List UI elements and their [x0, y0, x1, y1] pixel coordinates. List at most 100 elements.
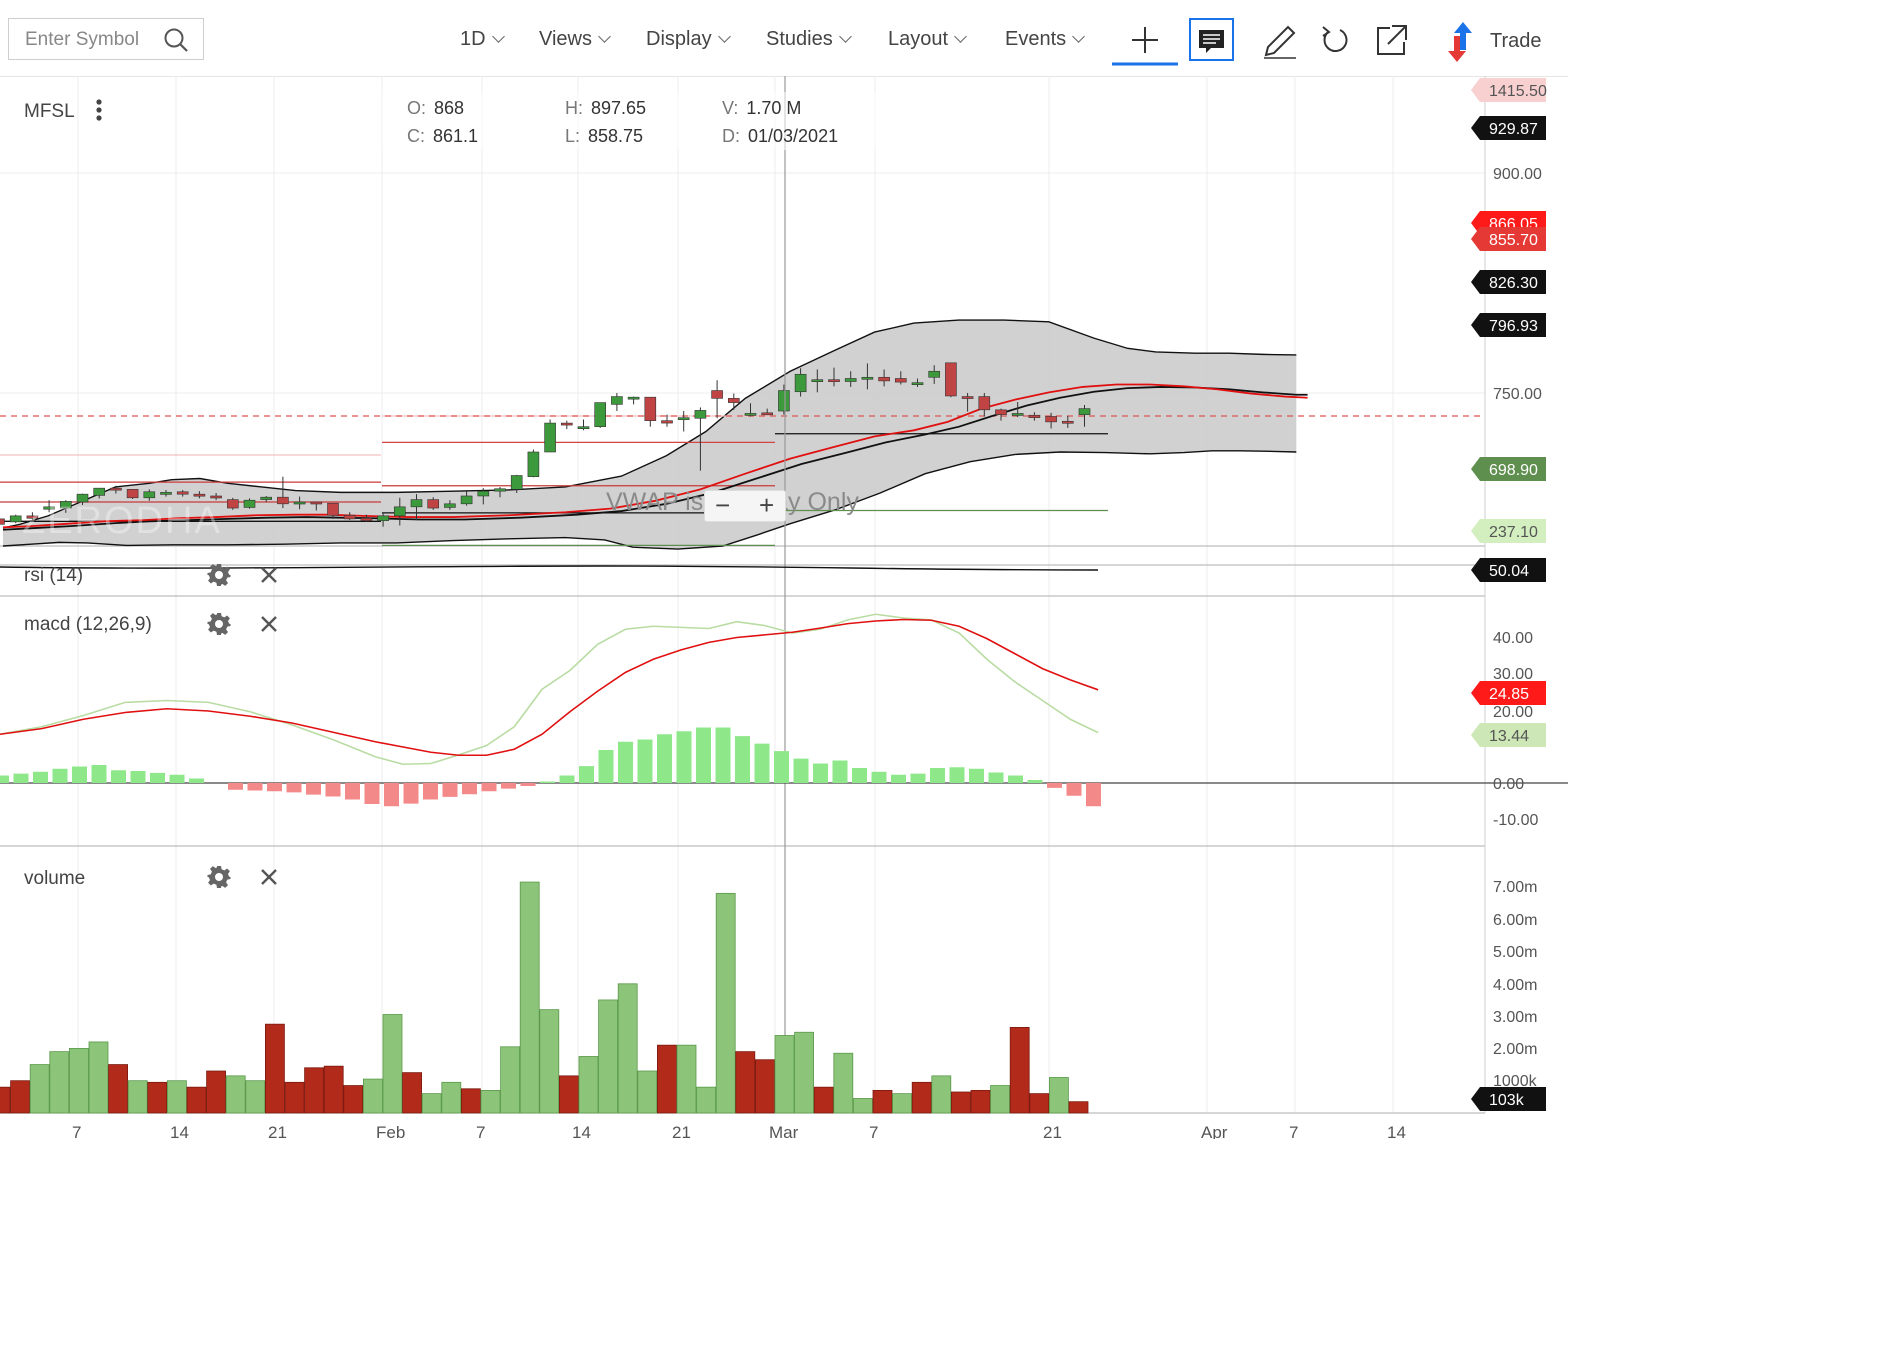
macd-close-icon[interactable]: [259, 614, 279, 634]
volume-value: 1.70 M: [746, 98, 802, 118]
volume-bar: [755, 1059, 775, 1114]
price-pill-text: 237.10: [1489, 524, 1538, 541]
price-tick-label: 750.00: [1493, 386, 1542, 403]
price-pill-shape: [1471, 1087, 1546, 1111]
chart-canvas[interactable]: 900.00 750.00 40.00 30.00 20.00 0.00 -10.00 7.0…: [0, 76, 1568, 1139]
candle-body: [928, 370, 941, 378]
draw-button[interactable]: [1258, 18, 1302, 62]
price-pill-shape: [1471, 116, 1546, 140]
search-icon[interactable]: [163, 27, 189, 53]
price-pill-text: 1415.50: [1489, 83, 1547, 100]
volume-bar: [774, 1035, 795, 1114]
macd-bar: [891, 774, 906, 783]
candle-body: [193, 493, 206, 497]
candle-body: [410, 499, 423, 508]
candle-body: [961, 396, 974, 399]
macd-bar: [852, 768, 867, 783]
x-tick-label: 7: [1289, 1123, 1298, 1139]
volume-bar: [147, 1081, 168, 1114]
candle-body: [560, 422, 573, 426]
price-pill-text: 796.93: [1489, 318, 1538, 335]
volume-bar: [402, 1072, 423, 1114]
price-pill-text: 13.44: [1489, 728, 1529, 745]
macd-bar: [949, 767, 965, 783]
search-input[interactable]: [23, 28, 167, 52]
views-menu[interactable]: Views: [539, 28, 611, 51]
volume-bar: [1049, 1077, 1069, 1114]
crosshair-button[interactable]: [1112, 18, 1178, 66]
macd-histogram: [0, 727, 1101, 807]
interval-menu[interactable]: 1D: [460, 28, 505, 51]
volume-settings-gear-icon[interactable]: [207, 865, 231, 889]
sma-red-line: [2, 383, 1308, 529]
macd-bar: [247, 783, 263, 791]
candle-body: [26, 515, 39, 519]
macd-bar: [130, 771, 146, 783]
volume-close-icon[interactable]: [259, 867, 279, 887]
macd-bar: [832, 760, 848, 783]
symbol-label[interactable]: MFSL: [24, 101, 75, 122]
rsi-close-icon[interactable]: [259, 565, 279, 585]
x-tick-label: 14: [1387, 1123, 1406, 1139]
volume-tick-label: 2.00m: [1493, 1041, 1537, 1058]
low-key: L:: [565, 126, 581, 146]
price-pill-shape: [1471, 78, 1546, 102]
zoom-in-button[interactable]: +: [759, 490, 775, 520]
rsi-study-label: rsi (14): [24, 565, 84, 586]
volume-bar: [304, 1067, 325, 1114]
symbol-search[interactable]: [8, 18, 204, 60]
macd-bar: [384, 783, 399, 807]
volume-bar: [1068, 1101, 1089, 1114]
volume-bar: [88, 1041, 109, 1114]
layout-menu[interactable]: Layout: [888, 28, 967, 51]
volume-bar: [892, 1093, 912, 1114]
volume-bar: [813, 1086, 834, 1114]
signal-line: [0, 618, 1099, 757]
display-menu[interactable]: Display: [646, 28, 731, 51]
price-pill-text: 929.87: [1489, 121, 1538, 138]
macd-bar: [189, 778, 204, 783]
events-menu[interactable]: Events: [1005, 28, 1086, 51]
price-label-929.87: 929.87: [1471, 116, 1546, 140]
studies-menu[interactable]: Studies: [766, 28, 852, 51]
volume-bar: [794, 1031, 814, 1114]
volume-bar: [441, 1081, 462, 1114]
candles: [0, 362, 1091, 527]
macd-bar: [501, 783, 516, 789]
volume-bar: [519, 881, 540, 1114]
candle-body: [76, 493, 89, 503]
candle-body: [527, 451, 540, 478]
candle-body: [828, 379, 840, 382]
volume-bar: [853, 1098, 873, 1114]
volume-tick-label: 6.00m: [1493, 912, 1537, 929]
x-tick-label: 21: [1043, 1123, 1062, 1139]
undo-button[interactable]: [1314, 18, 1358, 62]
popout-button[interactable]: [1370, 18, 1414, 62]
macd-bar: [111, 770, 126, 783]
refresh-icon: [1322, 26, 1348, 53]
more-options-icon[interactable]: [94, 98, 104, 122]
pencil-icon: [1264, 25, 1296, 59]
comment-button[interactable]: [1189, 18, 1234, 62]
candle-body: [945, 362, 957, 397]
high-value: 897.65: [591, 98, 647, 118]
macd-settings-gear-icon[interactable]: [207, 612, 231, 636]
candle-body: [878, 376, 890, 382]
chevron-down-icon: [491, 30, 505, 43]
candle-body: [393, 506, 406, 517]
candle-body: [778, 390, 790, 412]
volume-bar: [617, 983, 638, 1114]
candle-body: [360, 517, 373, 521]
open-value: 868: [434, 98, 465, 118]
volume-bar: [735, 1051, 756, 1114]
candle-body: [995, 409, 1007, 415]
zoom-out-button[interactable]: −: [715, 490, 731, 520]
volume-bar: [676, 1044, 697, 1114]
candle-body: [277, 496, 289, 505]
candle-body: [811, 379, 824, 382]
volume-bar: [970, 1089, 991, 1114]
price-tick-label: 900.00: [1493, 166, 1542, 183]
bollinger-band: [3, 320, 1297, 550]
rsi-settings-gear-icon[interactable]: [207, 563, 231, 587]
macd-tick-label: 40.00: [1493, 630, 1533, 647]
